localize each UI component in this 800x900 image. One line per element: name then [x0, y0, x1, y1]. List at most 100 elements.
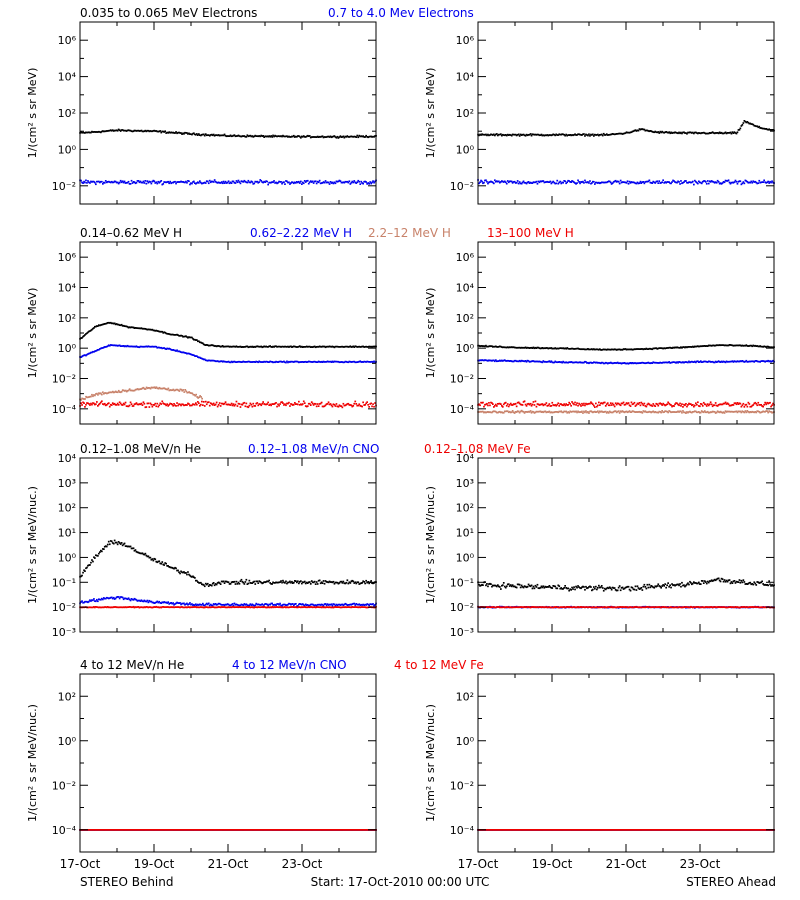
- data-point: [508, 346, 511, 348]
- data-point: [224, 580, 227, 583]
- data-point: [555, 182, 558, 185]
- data-point: [699, 405, 701, 408]
- data-point: [517, 583, 520, 586]
- data-point: [608, 348, 611, 351]
- data-point: [98, 606, 100, 609]
- data-point: [311, 180, 314, 183]
- data-point: [564, 347, 566, 350]
- data-point: [704, 132, 707, 135]
- data-point: [691, 583, 693, 586]
- data-point: [84, 600, 86, 603]
- data-point: [288, 602, 290, 605]
- data-point: [318, 135, 321, 138]
- data-point: [529, 402, 532, 405]
- data-point: [666, 181, 668, 183]
- data-point: [196, 355, 198, 357]
- data-point: [257, 603, 260, 606]
- data-point: [698, 361, 700, 363]
- data-point: [495, 180, 497, 183]
- data-point: [504, 401, 507, 404]
- data-point: [337, 405, 340, 408]
- data-point: [223, 604, 226, 606]
- data-point: [198, 133, 200, 135]
- data-point: [148, 606, 151, 608]
- data-point: [184, 352, 186, 354]
- data-point: [679, 132, 681, 135]
- data-point: [170, 182, 172, 185]
- data-point: [505, 134, 508, 137]
- data-point: [89, 395, 91, 398]
- data-point: [198, 402, 200, 405]
- data-point: [366, 346, 368, 348]
- data-point: [206, 606, 209, 609]
- data-point: [739, 360, 742, 362]
- data-point: [505, 360, 508, 362]
- data-point: [239, 580, 242, 582]
- data-point: [125, 345, 128, 348]
- data-point: [592, 411, 594, 414]
- data-point: [164, 331, 166, 334]
- data-point: [538, 587, 541, 590]
- data-point: [164, 601, 166, 604]
- data-point: [755, 411, 758, 414]
- data-point: [711, 131, 714, 133]
- data-point: [114, 541, 117, 544]
- data-point: [319, 582, 322, 585]
- data-point: [668, 361, 670, 363]
- data-point: [202, 182, 205, 184]
- data-point: [127, 129, 130, 131]
- data-point: [599, 586, 601, 589]
- data-point: [363, 606, 365, 608]
- data-point: [619, 179, 622, 182]
- data-point: [678, 181, 680, 183]
- data-point: [324, 606, 327, 609]
- data-point: [138, 327, 141, 330]
- data-point: [765, 128, 767, 130]
- data-point: [636, 129, 639, 132]
- data-point: [161, 130, 164, 133]
- data-point: [363, 360, 365, 363]
- data-point: [571, 180, 573, 182]
- data-point: [100, 392, 102, 395]
- data-point: [485, 359, 487, 362]
- data-point: [261, 603, 264, 605]
- data-point: [585, 133, 587, 136]
- data-point: [110, 606, 113, 609]
- data-point: [97, 606, 99, 609]
- data-point: [99, 131, 101, 133]
- data-point: [186, 181, 188, 184]
- data-point: [128, 129, 131, 132]
- data-point: [581, 586, 583, 589]
- data-point: [757, 360, 760, 363]
- data-point: [105, 392, 107, 394]
- data-point: [131, 389, 134, 392]
- data-point: [172, 602, 174, 604]
- data-point: [695, 402, 697, 405]
- data-point: [238, 181, 241, 183]
- data-point: [234, 182, 237, 184]
- data-point: [755, 345, 758, 347]
- data-point: [275, 402, 277, 404]
- data-point: [535, 360, 538, 363]
- data-point: [514, 402, 517, 405]
- data-point: [225, 361, 228, 363]
- data-point: [204, 606, 207, 608]
- data-point: [715, 404, 718, 407]
- data-point: [552, 361, 555, 364]
- data-point: [325, 345, 328, 348]
- data-point: [113, 391, 115, 394]
- data-point: [120, 542, 123, 544]
- data-point: [565, 410, 567, 413]
- data-point: [121, 180, 124, 183]
- data-point: [264, 581, 266, 584]
- data-point: [234, 606, 237, 608]
- data-point: [171, 389, 174, 391]
- data-point: [181, 351, 183, 354]
- data-point: [309, 361, 312, 363]
- data-point: [727, 403, 730, 405]
- data-point: [631, 586, 634, 589]
- data-point: [168, 347, 170, 350]
- data-point: [282, 345, 284, 348]
- data-point: [720, 131, 723, 134]
- data-point: [490, 345, 492, 348]
